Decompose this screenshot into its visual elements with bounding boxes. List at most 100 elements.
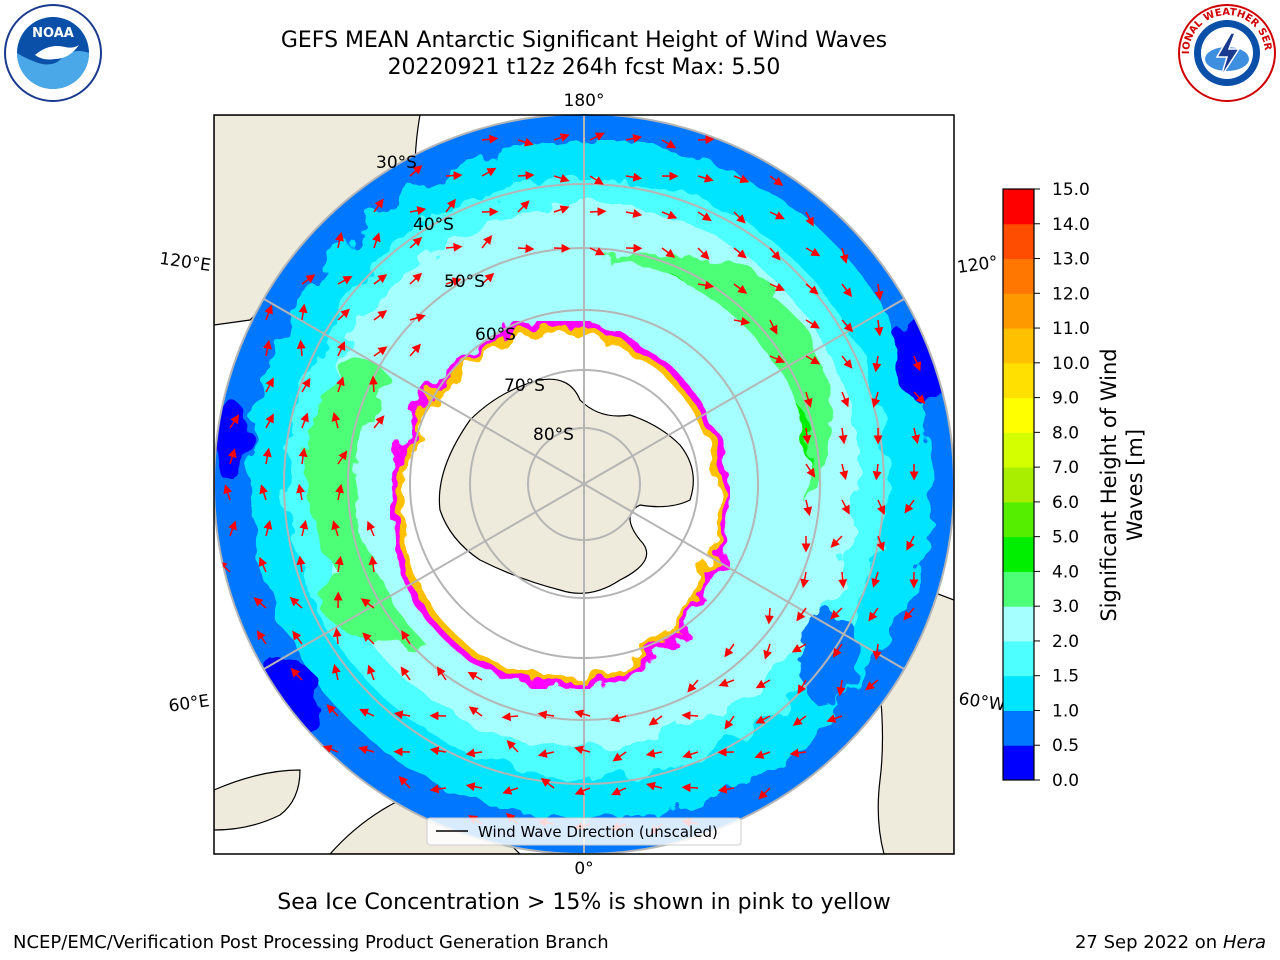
wind-wave-arrow bbox=[625, 134, 643, 143]
wind-wave-arrow bbox=[913, 391, 926, 404]
lat-label-40s: 40°S bbox=[413, 215, 454, 235]
wind-wave-arrow bbox=[903, 607, 915, 621]
wind-wave-arrow bbox=[265, 377, 274, 393]
wind-wave-arrow bbox=[517, 200, 530, 213]
wind-wave-arrow bbox=[733, 283, 748, 294]
wind-wave-arrow bbox=[610, 713, 627, 723]
wind-wave-arrow bbox=[429, 784, 447, 794]
wind-wave-arrow bbox=[331, 663, 341, 681]
wind-wave-arrow bbox=[300, 412, 309, 429]
map-frame bbox=[213, 114, 955, 855]
wind-wave-arrow bbox=[553, 174, 570, 183]
wind-wave-arrow bbox=[826, 714, 843, 723]
colorbar-tick-label: 11.0 bbox=[1052, 319, 1090, 339]
colorbar-tick-label: 0.0 bbox=[1052, 771, 1079, 791]
colorbar-tick-label: 1.5 bbox=[1052, 667, 1079, 687]
wind-wave-arrow bbox=[256, 630, 267, 645]
wind-wave-arrow bbox=[360, 598, 375, 609]
wind-wave-arrow bbox=[481, 235, 493, 249]
wind-wave-arrow bbox=[445, 171, 463, 181]
wind-wave-arrow bbox=[805, 355, 821, 365]
wind-wave-arrow bbox=[553, 205, 570, 214]
wind-wave-arrow bbox=[841, 499, 850, 515]
wind-wave-arrows bbox=[217, 132, 926, 835]
lon-label-0: 0° bbox=[574, 859, 593, 879]
wind-wave-arrow bbox=[335, 231, 344, 249]
wind-wave-arrow bbox=[263, 339, 272, 357]
lat-label-80s: 80°S bbox=[533, 425, 574, 445]
wind-wave-arrow bbox=[445, 277, 462, 286]
wind-wave-arrow bbox=[373, 310, 388, 321]
wind-wave-arrow bbox=[589, 132, 605, 141]
nws-logo: NATIONAL WEATHER SERVICE bbox=[1177, 3, 1276, 102]
wind-wave-arrow bbox=[298, 447, 308, 465]
wind-wave-arrow bbox=[874, 319, 884, 337]
colorbar-tick-label: 3.0 bbox=[1052, 597, 1079, 617]
wind-wave-arrow bbox=[445, 198, 456, 213]
wind-wave-arrow bbox=[841, 283, 853, 298]
wind-wave-arrow bbox=[553, 243, 571, 253]
lon-label-180: 180° bbox=[564, 91, 605, 111]
wind-wave-arrow bbox=[517, 171, 535, 180]
colorbar-tick-label: 7.0 bbox=[1052, 458, 1079, 478]
wind-wave-arrow bbox=[501, 712, 519, 722]
wind-wave-arrow bbox=[872, 463, 882, 481]
colorbar-tick-label: 9.0 bbox=[1052, 389, 1079, 409]
wind-wave-arrow bbox=[803, 391, 813, 408]
wind-wave-arrow bbox=[769, 282, 786, 292]
wind-wave-arrow bbox=[337, 276, 353, 285]
wind-wave-arrow bbox=[517, 244, 535, 253]
colorbar-segment bbox=[1003, 328, 1034, 364]
wind-wave-arrow bbox=[661, 247, 676, 258]
wind-wave-arrow bbox=[553, 133, 570, 142]
wind-wave-arrow bbox=[805, 211, 814, 227]
wind-wave-arrow bbox=[331, 520, 341, 537]
wind-wave-arrow bbox=[718, 678, 735, 687]
wind-wave-arrow bbox=[334, 555, 344, 573]
wind-wave-arrow bbox=[465, 782, 483, 792]
wind-wave-arrow bbox=[369, 375, 378, 393]
colorbar-segment bbox=[1003, 467, 1034, 503]
wind-wave-arrow bbox=[401, 630, 411, 645]
colorbar-segment bbox=[1003, 606, 1034, 642]
lat-label-60s: 60°S bbox=[475, 325, 516, 345]
wind-wave-arrow bbox=[373, 346, 388, 357]
wind-wave-arrow bbox=[368, 555, 378, 573]
wind-wave-arrow bbox=[359, 708, 375, 717]
wind-wave-arrow bbox=[796, 607, 807, 622]
wind-wave-arrow bbox=[301, 377, 311, 393]
sea-ice-note: Sea Ice Concentration > 15% is shown in … bbox=[277, 890, 891, 915]
wind-wave-arrow bbox=[733, 316, 751, 326]
chart-subtitle: 20220921 t12z 264h fcst Max: 5.50 bbox=[387, 55, 781, 80]
lat-label-30s: 30°S bbox=[376, 153, 417, 173]
colorbar-tick-label: 0.5 bbox=[1052, 736, 1079, 756]
wind-wave-arrow bbox=[409, 206, 427, 215]
wind-wave-arrow bbox=[574, 786, 591, 796]
map-legend: Wind Wave Direction (unscaled) bbox=[426, 817, 742, 846]
wind-wave-arrow bbox=[661, 210, 678, 220]
wind-wave-arrow bbox=[912, 355, 922, 372]
lat-label-50s: 50°S bbox=[444, 272, 485, 292]
wind-wave-arrow bbox=[717, 784, 735, 794]
wind-wave-arrow bbox=[876, 499, 886, 516]
wind-wave-arrow bbox=[769, 354, 786, 364]
wind-wave-arrow bbox=[871, 391, 881, 408]
wind-wave-arrow bbox=[681, 783, 699, 793]
wind-wave-arrow bbox=[645, 748, 663, 758]
wind-wave-arrow bbox=[865, 679, 879, 691]
wind-wave-arrow bbox=[409, 313, 426, 323]
wind-wave-arrow bbox=[838, 571, 848, 589]
colorbar-tick-label: 12.0 bbox=[1052, 284, 1090, 304]
wind-wave-arrow bbox=[409, 343, 421, 357]
colorbar-segment bbox=[1003, 432, 1034, 468]
wind-wave-arrow bbox=[733, 247, 747, 259]
wind-wave-arrow bbox=[800, 571, 810, 589]
wind-wave-arrow bbox=[296, 555, 306, 573]
colorbar-tick-label: 4.0 bbox=[1052, 562, 1079, 582]
wind-wave-arrow bbox=[299, 519, 309, 537]
wind-wave-arrow bbox=[682, 750, 699, 759]
wind-wave-arrow bbox=[502, 786, 519, 795]
host-text: Hera bbox=[1222, 932, 1266, 953]
wind-wave-arrow bbox=[362, 632, 375, 645]
wind-wave-arrow bbox=[296, 339, 306, 357]
